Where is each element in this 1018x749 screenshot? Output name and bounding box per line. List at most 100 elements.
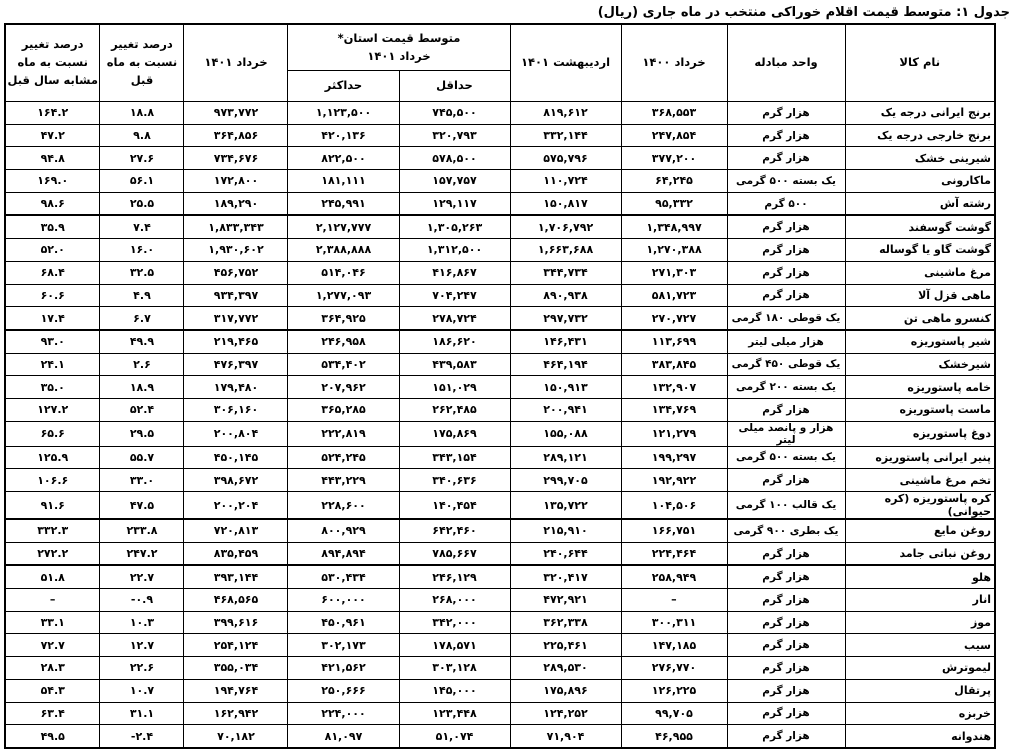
- cell-ordibehesht-1401: ۳۴۴,۷۳۴: [509, 260, 622, 285]
- cell-min: ۳۴۲,۰۰۰: [398, 610, 511, 635]
- cell-max: ۴۴۳,۲۲۹: [287, 468, 400, 492]
- cell-min: ۶۴۲,۴۶۰: [398, 518, 511, 543]
- cell-pct-last-year: ۲۸.۳: [4, 656, 101, 680]
- cell-item-name: کنسرو ماهی تن: [844, 306, 996, 331]
- cell-khordad-1400: ۱۲۶,۲۲۵: [620, 678, 728, 703]
- cell-khordad-1401: ۴۷۶,۳۹۷: [183, 352, 289, 377]
- cell-exchange-unit: هزار گرم: [726, 238, 846, 262]
- cell-pct-prev-month: ۱۸.۸: [99, 101, 185, 125]
- cell-pct-prev-month: ۳۲.۵: [99, 260, 185, 285]
- cell-exchange-unit: یک قالب ۱۰۰ گرمی: [726, 491, 846, 520]
- cell-max: ۲۴۵,۹۹۱: [287, 191, 400, 217]
- header-item-name: نام کالا: [844, 23, 996, 102]
- table-row: برنج خارجی درجه یک هزار گرم ۲۴۷,۸۵۴ ۳۳۲,۱۴۴…: [4, 123, 996, 148]
- cell-khordad-1400: ۲۷۰,۷۲۷: [620, 306, 728, 331]
- cell-khordad-1400: ۱۹۹,۲۹۷: [620, 445, 728, 470]
- cell-pct-prev-month: ۲.۶: [99, 352, 185, 377]
- cell-max: ۵۱۴,۰۴۶: [287, 260, 400, 285]
- cell-pct-last-year: ۹۴.۸: [4, 146, 101, 171]
- cell-min: ۴۱۶,۸۶۷: [398, 260, 511, 285]
- table-row: رشته آش ۵۰۰ گرم ۹۵,۳۳۲ ۱۵۰,۸۱۷ ۱۲۹,۱۱۷ ۲۴۵,۹۹…: [4, 191, 996, 217]
- header-province-average-group: متوسط قیمت استان* خرداد ۱۴۰۱: [287, 23, 511, 71]
- cell-min: ۵۷۸,۵۰۰: [398, 146, 511, 171]
- cell-khordad-1401: ۴۶۸,۵۶۵: [183, 588, 289, 612]
- cell-pct-last-year: ۴۹.۵: [4, 724, 101, 749]
- cell-item-name: ماست پاستوریزه: [844, 397, 996, 422]
- cell-min: ۱۲۳,۴۴۸: [398, 701, 511, 726]
- cell-pct-prev-month: ۲۹.۵: [99, 420, 185, 447]
- cell-khordad-1400: ۳۶۸,۵۵۳: [620, 101, 728, 125]
- header-pct-change-year: درصد تغییر نسبت به ماه مشابه سال قبل: [4, 23, 101, 102]
- table-row: انار هزار گرم –۴۷۲,۹۲۱ ۲۶۸,۰۰۰ ۶۰۰,۰۰۰ ۴۶۸,۵۶…: [4, 588, 996, 612]
- table-row: گوشت گوسفند هزار گرم ۱,۳۴۸,۹۹۷ ۱,۷۰۶,۷۹۲ ۱,۳…: [4, 214, 996, 240]
- cell-khordad-1401: ۳۹۸,۶۷۲: [183, 468, 289, 492]
- cell-pct-last-year: ۷۲.۷: [4, 633, 101, 658]
- cell-item-name: دوغ پاستوریزه: [844, 420, 996, 447]
- cell-min: ۳۰۳,۱۲۸: [398, 656, 511, 680]
- cell-max: ۵۳۰,۴۳۴: [287, 564, 400, 590]
- cell-pct-last-year: ۱۶۴.۲: [4, 101, 101, 125]
- cell-pct-last-year: ۹۸.۶: [4, 191, 101, 217]
- cell-khordad-1401: ۳۰۶,۱۶۰: [183, 397, 289, 422]
- cell-item-name: خربزه: [844, 701, 996, 726]
- cell-item-name: ماکارونی: [844, 169, 996, 193]
- cell-max: ۸۱,۰۹۷: [287, 724, 400, 749]
- cell-pct-last-year: ۳۳.۱: [4, 610, 101, 635]
- cell-pct-prev-month: ۵۶.۱: [99, 169, 185, 193]
- table-row: ماکارونی یک بسته ۵۰۰ گرمی ۶۴,۲۴۵ ۱۱۰,۷۲۴ ۱۵۷…: [4, 169, 996, 193]
- cell-min: ۱۸۶,۶۲۰: [398, 329, 511, 354]
- cell-exchange-unit: یک بسته ۵۰۰ گرمی: [726, 169, 846, 193]
- cell-pct-last-year: ۲۴.۱: [4, 352, 101, 377]
- cell-exchange-unit: هزار گرم: [726, 123, 846, 148]
- table-row: هندوانه هزار گرم ۴۶,۹۵۵ ۷۱,۹۰۴ ۵۱,۰۷۴ ۸۱,۰۹۷ ۷…: [4, 724, 996, 749]
- cell-pct-last-year: ۹۱.۶: [4, 491, 101, 520]
- cell-ordibehesht-1401: ۲۴۰,۶۴۴: [509, 541, 622, 567]
- table-row: روغن نباتی جامد هزار گرم ۲۲۴,۴۶۴ ۲۴۰,۶۴۴ ۷۸۵…: [4, 541, 996, 567]
- cell-pct-last-year: ۶۰.۶: [4, 283, 101, 308]
- cell-min: ۱۴۰,۴۵۴: [398, 491, 511, 520]
- cell-max: ۵۳۴,۴۰۲: [287, 352, 400, 377]
- cell-exchange-unit: هزار میلی لیتر: [726, 329, 846, 354]
- cell-pct-prev-month: ۲۳۳.۸: [99, 518, 185, 543]
- cell-min: ۱۲۹,۱۱۷: [398, 191, 511, 217]
- cell-khordad-1400: ۱۱۳,۶۹۹: [620, 329, 728, 354]
- cell-ordibehesht-1401: ۱۵۵,۰۸۸: [509, 420, 622, 447]
- cell-exchange-unit: هزار گرم: [726, 701, 846, 726]
- cell-min: ۲۶۲,۴۸۵: [398, 397, 511, 422]
- cell-exchange-unit: یک بطری ۹۰۰ گرمی: [726, 518, 846, 543]
- cell-khordad-1401: ۴۵۶,۷۵۲: [183, 260, 289, 285]
- header-khordad-1401: خرداد ۱۴۰۱: [183, 23, 289, 102]
- table-row: گوشت گاو یا گوساله هزار گرم ۱,۲۷۰,۳۸۸ ۱,۶۶۳…: [4, 238, 996, 262]
- table-row: شیر پاستوریزه هزار میلی لیتر ۱۱۳,۶۹۹ ۱۴۶,۴۳…: [4, 329, 996, 354]
- cell-pct-prev-month: ۴.۹: [99, 283, 185, 308]
- cell-ordibehesht-1401: ۱۵۰,۸۱۷: [509, 191, 622, 217]
- cell-khordad-1401: ۳۱۷,۷۷۲: [183, 306, 289, 331]
- cell-khordad-1401: ۸۳۵,۴۵۹: [183, 541, 289, 567]
- cell-exchange-unit: هزار گرم: [726, 397, 846, 422]
- table-row: مرغ ماشینی هزار گرم ۲۷۱,۳۰۳ ۳۴۴,۷۳۴ ۴۱۶,۸۶۷ ۵…: [4, 260, 996, 285]
- cell-max: ۲,۳۸۸,۸۸۸: [287, 238, 400, 262]
- cell-exchange-unit: یک بسته ۵۰۰ گرمی: [726, 445, 846, 470]
- cell-khordad-1401: ۱۶۲,۹۴۲: [183, 701, 289, 726]
- cell-max: ۲۰۷,۹۶۲: [287, 375, 400, 399]
- food-price-table: نام کالا واحد مبادله خرداد ۱۴۰۰ اردیبهشت…: [3, 23, 996, 749]
- table-row: دوغ پاستوریزه هزار و پانصد میلی لیتر ۱۲۱,۲…: [4, 420, 996, 447]
- header-minimum: حداقل: [398, 70, 511, 102]
- cell-pct-last-year: ۳۵.۹: [4, 214, 101, 240]
- cell-khordad-1401: ۱,۹۳۰,۶۰۲: [183, 238, 289, 262]
- cell-item-name: هلو: [844, 564, 996, 590]
- table-row: هلو هزار گرم ۲۵۸,۹۴۹ ۳۲۰,۴۱۷ ۲۴۶,۱۲۹ ۵۳۰,۴۳۴ ۳…: [4, 564, 996, 590]
- cell-exchange-unit: هزار گرم: [726, 283, 846, 308]
- cell-item-name: روغن نباتی جامد: [844, 541, 996, 567]
- cell-exchange-unit: هزار گرم: [726, 214, 846, 240]
- cell-max: ۲,۱۲۷,۷۷۷: [287, 214, 400, 240]
- cell-max: ۱,۱۲۳,۵۰۰: [287, 101, 400, 125]
- cell-pct-last-year: ۵۲.۰: [4, 238, 101, 262]
- cell-min: ۷۴۵,۵۰۰: [398, 101, 511, 125]
- cell-ordibehesht-1401: ۱۳۵,۷۲۲: [509, 491, 622, 520]
- cell-ordibehesht-1401: ۵۷۵,۷۹۶: [509, 146, 622, 171]
- cell-min: ۲۴۶,۱۲۹: [398, 564, 511, 590]
- cell-max: ۴۲۰,۱۳۶: [287, 123, 400, 148]
- cell-pct-prev-month: ۵۲.۴: [99, 397, 185, 422]
- cell-pct-prev-month: ۱۲.۷: [99, 633, 185, 658]
